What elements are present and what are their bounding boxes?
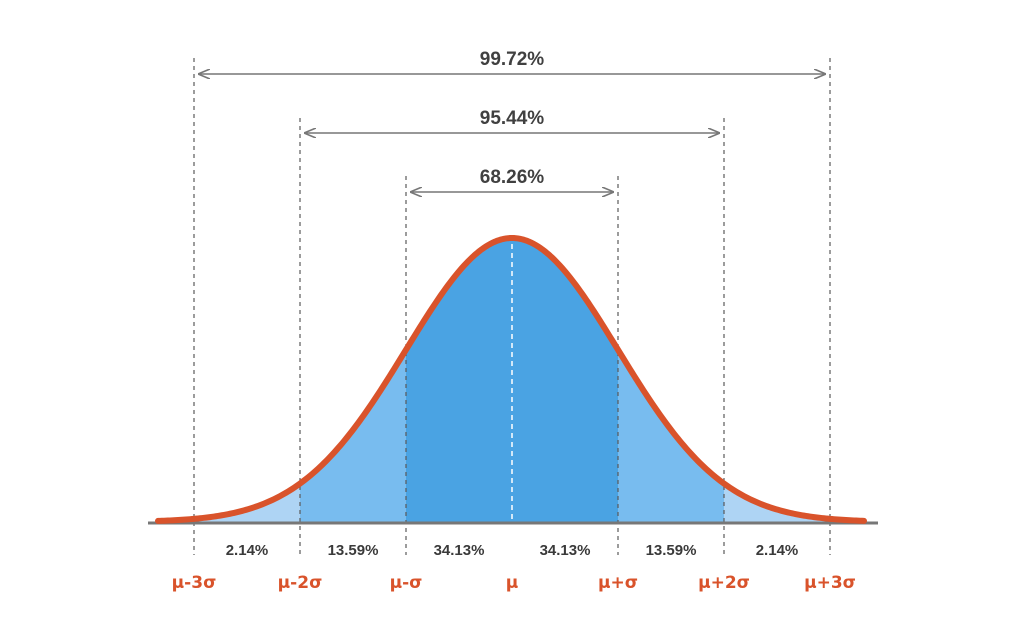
- segment-percent-label-5: 13.59%: [646, 542, 697, 559]
- range-arrows: [199, 74, 825, 192]
- area-segment-4: [512, 238, 618, 522]
- dashed-guide-lines: [193, 58, 831, 555]
- sigma-axis-label-6: μ+2σ: [698, 573, 750, 593]
- labels: 99.72% 95.44% 68.26% 2.14% 13.59% 34.13% 34.13…: [172, 49, 856, 593]
- sigma-axis-label-7: μ+3σ: [804, 573, 856, 593]
- area-segment-1: [194, 483, 300, 522]
- curve-layer: [155, 235, 867, 524]
- range-label-2sigma: 95.44%: [480, 108, 545, 129]
- segment-percent-label-2: 13.59%: [328, 542, 379, 559]
- segment-percent-label-1: 2.14%: [226, 542, 269, 559]
- range-label-3sigma: 99.72%: [480, 49, 545, 70]
- sigma-axis-label-4: μ: [506, 573, 519, 593]
- segment-percent-label-4: 34.13%: [540, 542, 591, 559]
- sigma-axis-label-1: μ-3σ: [172, 573, 217, 593]
- segment-percent-label-3: 34.13%: [434, 542, 485, 559]
- range-label-1sigma: 68.26%: [480, 167, 545, 188]
- segment-percent-label-6: 2.14%: [756, 542, 799, 559]
- area-segment-6: [724, 483, 830, 522]
- area-segment-3: [406, 238, 512, 522]
- sigma-axis-label-3: μ-σ: [390, 573, 423, 593]
- sigma-axis-label-5: μ+σ: [598, 573, 638, 593]
- sigma-axis-label-2: μ-2σ: [278, 573, 323, 593]
- normal-curve-line: [155, 235, 867, 524]
